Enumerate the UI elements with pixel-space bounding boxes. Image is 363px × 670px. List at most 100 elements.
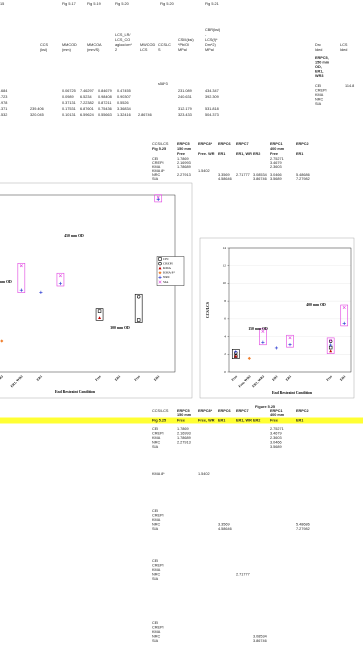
annotation: 400 mm OD — [306, 303, 326, 307]
column-header: ERPC7 — [236, 142, 249, 146]
row-label: KMA — [152, 630, 161, 634]
data-point — [156, 197, 160, 202]
cell-value: 2.3603 — [270, 165, 282, 169]
annotation: 150 mm OD — [248, 327, 268, 331]
table-title: Fig 5.25 — [152, 419, 166, 423]
data-point — [136, 318, 141, 322]
legend-label: KMA — [163, 266, 171, 270]
data-point — [19, 264, 23, 268]
cell-value: 0.90307 — [117, 95, 131, 99]
legend-marker — [158, 261, 162, 266]
cell-value: 231.089 — [178, 89, 192, 93]
column-header: ERPC8* — [198, 409, 213, 413]
column-header: ERPC6 — [218, 142, 231, 146]
condition: ER1 — [296, 419, 303, 423]
column-header: (mm) — [62, 48, 72, 52]
data-point — [156, 195, 160, 199]
cell-value: 2.71777 — [236, 573, 250, 577]
row-label: SIA — [152, 639, 159, 643]
data-point — [329, 338, 333, 342]
cell-value: 3.3569 — [218, 173, 230, 177]
cell-value: 3.36834 — [117, 107, 131, 111]
cell-value: 3.86746 — [253, 639, 267, 643]
y-axis-label: CCS/LCS — [206, 302, 210, 318]
y-tick-label: 4 — [224, 334, 226, 338]
cell-value: 3.08534 — [253, 635, 267, 639]
column-header: LCS — [140, 48, 148, 52]
row-label: CEI — [152, 621, 158, 625]
data-point — [97, 309, 102, 313]
data-point — [0, 339, 4, 343]
cell-value: .723 — [0, 95, 7, 99]
lab-label: NRC — [315, 98, 323, 102]
column-header: ERPC7 — [236, 409, 249, 413]
specimen-label: ERPC5, — [315, 56, 329, 60]
specimen-label: 150 mm — [315, 61, 330, 65]
cell-value: 7.27982 — [296, 527, 310, 531]
data-point — [261, 340, 265, 344]
lab-label: CREPI — [315, 89, 327, 93]
highlight-row — [0, 417, 363, 424]
specimen-label: OD, — [315, 65, 322, 69]
column-header: 150 mm — [177, 413, 192, 417]
data-point — [234, 350, 238, 354]
cell-value: 239.406 — [30, 107, 44, 111]
row-label: CREPI — [152, 514, 164, 518]
column-header: CCSLC — [158, 43, 171, 47]
column-header: ERPC1 — [270, 142, 283, 146]
row-label: CEI — [152, 559, 158, 563]
x-tick-label: Free — [325, 374, 333, 382]
group-box — [17, 262, 26, 293]
group-box — [340, 304, 349, 327]
x-axis-label: End Restraint Condition — [272, 391, 313, 395]
y-tick-label: 14 — [223, 246, 227, 250]
plot-area — [228, 247, 352, 373]
legend-marker — [158, 257, 162, 261]
data-point — [58, 281, 63, 286]
x-tick-label: ER1 — [285, 374, 293, 382]
row-label: SIA — [152, 577, 159, 581]
row-label: KMA — [152, 436, 161, 440]
column-header: 400 mm — [270, 413, 285, 417]
lab-label: KMA — [315, 93, 324, 97]
column-header: ERPC6 — [218, 409, 231, 413]
column-header: LCS_CO — [115, 38, 130, 42]
cell-value: 114.8 — [345, 84, 354, 88]
row-label: CEI — [152, 427, 158, 431]
condition: Free. WR — [198, 152, 215, 156]
annotation: 150 mm OD — [0, 280, 12, 284]
group-box — [154, 194, 163, 203]
x-tick-label: ER1 — [114, 374, 122, 382]
data-point — [329, 343, 333, 347]
row-label: SIA — [152, 527, 159, 531]
condition: ER2 — [253, 419, 260, 423]
column-header: (mm/S) — [87, 48, 100, 52]
cell-value: 392.309 — [205, 95, 219, 99]
cell-value: 3.0466 — [270, 173, 282, 177]
cell-value: 7.27982 — [296, 177, 310, 181]
cell-value: 2.27913 — [177, 441, 191, 445]
row-label: KMA — [152, 518, 161, 522]
condition: ER1 — [218, 152, 225, 156]
table-title: CCS/LCS — [152, 142, 169, 146]
y-tick-label: 12 — [223, 263, 227, 267]
figure-ref: Fig 5.21 — [205, 2, 219, 6]
cell-value: 1.78689 — [177, 165, 191, 169]
group-box — [231, 349, 240, 359]
row-label: NRC — [152, 173, 160, 177]
data-point — [261, 329, 265, 333]
y-tick-label: 2 — [224, 352, 226, 356]
condition: ER2 — [253, 152, 260, 156]
data-point — [136, 295, 141, 299]
cell-value: 0.37131 — [62, 101, 76, 105]
cell-value: 0.06725 — [62, 89, 76, 93]
cell-value: 5.48686 — [296, 173, 310, 177]
cell-value: 3.0466 — [270, 441, 282, 445]
cell-value: 2.75271 — [270, 157, 284, 161]
cell-value: 2.16993 — [177, 161, 191, 165]
column-header: Dm*2) — [205, 43, 216, 47]
note: s58*3 — [158, 82, 168, 86]
